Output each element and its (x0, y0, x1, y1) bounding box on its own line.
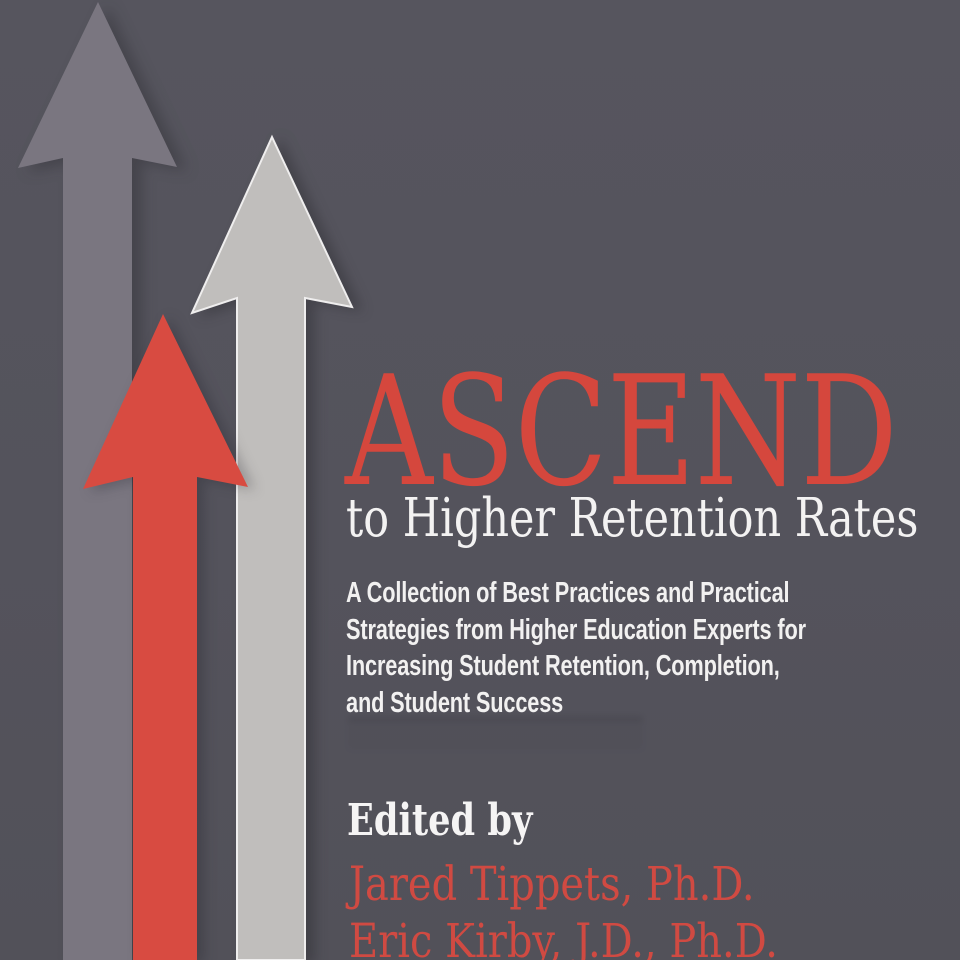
up-arrow-red-icon (83, 314, 248, 960)
description-line: A Collection of Best Practices and Pract… (346, 577, 790, 609)
faded-text-smudge (348, 716, 643, 750)
editor-name: Jared Tippets, Ph.D. (349, 857, 755, 912)
up-arrow-light-icon (190, 134, 354, 960)
description-line: Increasing Student Retention, Completion… (346, 650, 780, 682)
description-line: and Student Success (346, 686, 564, 719)
edited-by-label: Edited by (347, 795, 533, 846)
description-line: Strategies from Higher Education Experts… (346, 613, 806, 646)
editor-name: Eric Kirby, J.D., Ph.D. (349, 914, 778, 960)
editor-names: Jared Tippets, Ph.D. Eric Kirby, J.D., P… (349, 856, 778, 960)
book-description: A Collection of Best Practices and Pract… (346, 575, 806, 721)
book-subtitle: to Higher Retention Rates (346, 488, 919, 549)
book-title: ASCEND (345, 343, 898, 520)
